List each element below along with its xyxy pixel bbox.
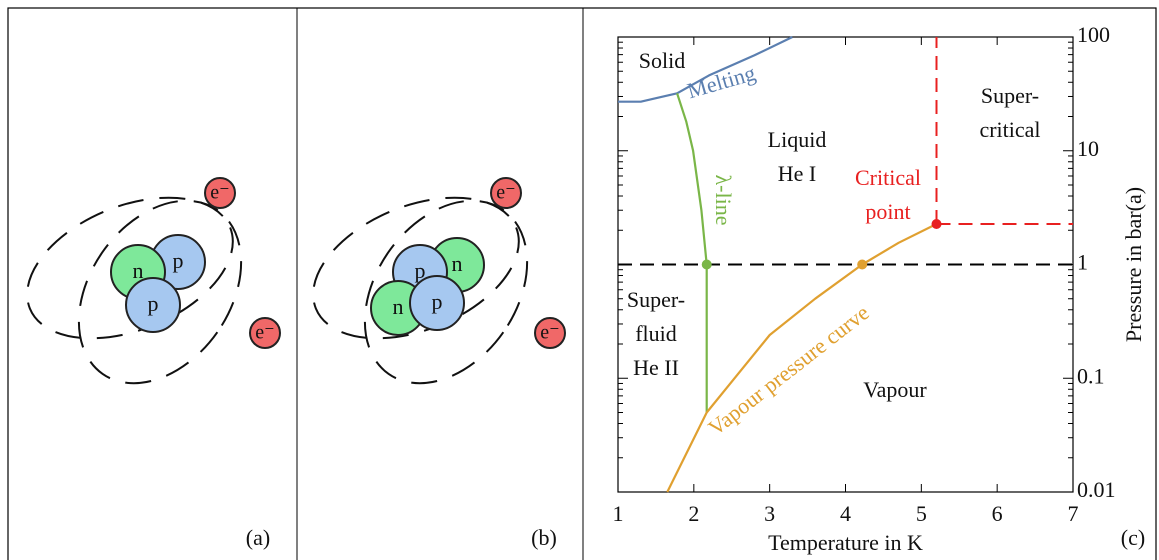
electron-label: e⁻ (496, 182, 515, 204)
x-tick-label: 2 (688, 501, 699, 526)
panel-label: (b) (531, 525, 557, 550)
nucleon-label: p (148, 291, 159, 316)
curve-label: Melting (684, 60, 758, 103)
nucleon-label: p (173, 248, 184, 273)
y-axis-label: Pressure in bar(a) (1121, 187, 1146, 342)
panel-label: (a) (246, 525, 270, 550)
nucleon-label: n (133, 258, 144, 283)
y-tick-label: 0.1 (1077, 363, 1105, 388)
region-label: Critical (855, 165, 921, 190)
nucleon-label: n (452, 251, 463, 276)
x-tick-label: 7 (1068, 501, 1079, 526)
nucleon-label: p (432, 289, 443, 314)
region-label: Super- (981, 83, 1039, 108)
x-tick-label: 4 (840, 501, 851, 526)
region-label: critical (979, 117, 1040, 142)
region-label: Super- (627, 287, 685, 312)
x-tick-label: 6 (992, 501, 1003, 526)
x-tick-label: 1 (613, 501, 624, 526)
region-label: Vapour (863, 377, 927, 402)
point (857, 260, 867, 270)
region-label: point (865, 199, 910, 224)
x-tick-label: 3 (764, 501, 775, 526)
electron-label: e⁻ (210, 182, 229, 204)
region-label: fluid (635, 321, 677, 346)
region-label: He II (633, 355, 679, 380)
y-tick-label: 10 (1077, 136, 1099, 161)
y-tick-label: 1 (1077, 250, 1088, 275)
panel-label: (c) (1121, 525, 1145, 550)
point (702, 260, 712, 270)
curve-label: λ-line (711, 175, 736, 226)
region-label: He I (778, 161, 816, 186)
region-label: Liquid (768, 127, 827, 152)
nucleon-label: n (393, 294, 404, 319)
curve (677, 93, 707, 412)
y-tick-label: 0.01 (1077, 477, 1116, 502)
x-axis-label: Temperature in K (768, 530, 923, 555)
electron-label: e⁻ (540, 322, 559, 344)
electron-label: e⁻ (255, 322, 274, 344)
point (932, 219, 942, 229)
region-label: Solid (639, 48, 685, 73)
y-tick-label: 100 (1077, 22, 1110, 47)
x-tick-label: 5 (916, 501, 927, 526)
figure: (a) (b) (c) pnpe⁻e⁻npnpe⁻e⁻12345670.010.… (0, 0, 1159, 560)
